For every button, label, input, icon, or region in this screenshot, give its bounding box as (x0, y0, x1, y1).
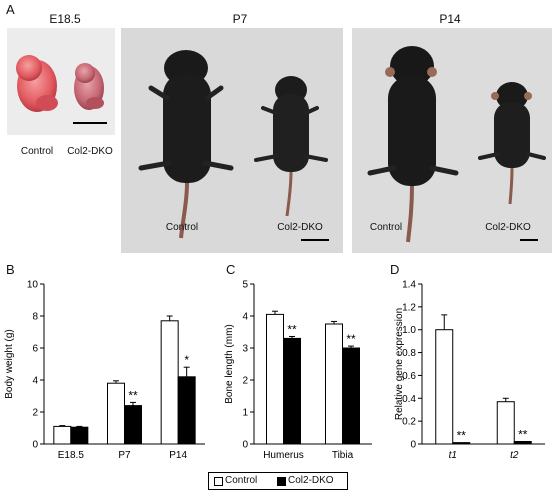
legend-label-dko: Col2-DKO (288, 475, 334, 486)
chart-gene-expression: 0 0.2 0.4 0.6 0.8 1.0 1.2 1.4 Relative gene expr… (394, 280, 545, 460)
chart-body-weight: 0 2 4 6 8 10 Body weight (g) E18.5 ** P7 * P14 (4, 280, 205, 460)
y-tick-label: 2 (242, 376, 248, 387)
panel-letter-a: A (6, 2, 15, 17)
y-tick-label: 6 (32, 344, 38, 355)
bar (325, 323, 343, 445)
photo-p14 (352, 28, 552, 253)
group-title-p14: P14 (439, 12, 461, 26)
y-tick-label: 0.8 (402, 348, 416, 359)
significance-label: ** (346, 332, 356, 346)
legend: Control Col2-DKO (208, 472, 348, 490)
label-dko-p14: Col2-DKO (485, 222, 531, 233)
legend-swatch-control (214, 477, 223, 486)
bar (160, 320, 179, 445)
y-tick-label: 10 (27, 280, 39, 291)
bar (452, 442, 471, 445)
significance-label: ** (518, 427, 528, 441)
y-tick-label: 0 (32, 440, 38, 451)
mice-photo-p14 (367, 46, 546, 243)
y-tick-label: 1.4 (402, 280, 416, 291)
y-tick-label: 1.0 (402, 325, 416, 336)
legend-swatch-dko (277, 477, 286, 486)
y-tick-label: 0.2 (402, 417, 416, 428)
bar (124, 405, 142, 445)
y-tick-label: 5 (242, 280, 248, 291)
panel-letter-c: C (226, 262, 236, 277)
y-axis-label: Relative gene expression (394, 308, 405, 420)
y-tick-label: 4 (32, 376, 38, 387)
significance-label: ** (287, 322, 297, 336)
bar-charts: 0 2 4 6 8 10 Body weight (g) E18.5 ** P7 * P14 0 1 2 3… (4, 280, 545, 460)
bar (496, 401, 515, 445)
bar (283, 337, 301, 445)
y-axis-label: Body weight (g) (4, 329, 15, 398)
y-tick-label: 2 (32, 408, 38, 419)
y-tick-label: 8 (32, 312, 38, 323)
bar (342, 347, 360, 445)
x-tick-label: P14 (169, 450, 187, 460)
y-axis-label: Bone length (mm) (224, 324, 235, 403)
mice-photo-p7 (138, 50, 329, 241)
y-tick-label: 0.6 (402, 371, 416, 382)
x-tick-label: Humerus (263, 450, 304, 460)
bar (177, 376, 196, 445)
label-control-e18-5: Control (20, 146, 54, 157)
photo-p7 (121, 28, 343, 253)
x-tick-label: P7 (118, 450, 131, 460)
embryo-photo (16, 55, 107, 124)
group-title-e18-5: E18.5 (49, 12, 81, 26)
bar (513, 440, 532, 445)
chart-bone-length: 0 1 2 3 4 5 Bone length (mm) ** Humerus ** Tibia (224, 280, 372, 460)
y-tick-label: 0.4 (402, 394, 416, 405)
bar (266, 313, 284, 445)
label-dko-p7: Col2-DKO (277, 222, 323, 233)
significance-label: ** (128, 388, 138, 402)
y-tick-label: 1 (242, 408, 248, 419)
bar (435, 329, 454, 445)
label-control-p14: Control (369, 222, 403, 233)
legend-label-control: Control (225, 475, 258, 486)
group-title-p7: P7 (232, 12, 248, 26)
photo-e18-5 (7, 28, 115, 135)
x-tick-label: t2 (510, 450, 519, 460)
bar (70, 426, 89, 445)
panel-letter-d: D (390, 262, 400, 277)
bar (53, 425, 72, 445)
y-tick-label: 3 (242, 344, 248, 355)
label-dko-e18-5: Col2-DKO (67, 146, 113, 157)
y-tick-label: 1.2 (402, 302, 416, 313)
label-control-p7: Control (165, 222, 199, 233)
x-tick-label: E18.5 (58, 450, 85, 460)
y-tick-label: 0 (410, 440, 416, 451)
y-tick-label: 0 (242, 440, 248, 451)
significance-label: * (184, 353, 189, 367)
x-tick-label: t1 (449, 450, 457, 460)
significance-label: ** (457, 429, 467, 443)
bar (107, 382, 125, 445)
x-tick-label: Tibia (332, 450, 354, 460)
y-tick-label: 4 (242, 312, 248, 323)
panel-letter-b: B (6, 262, 15, 277)
